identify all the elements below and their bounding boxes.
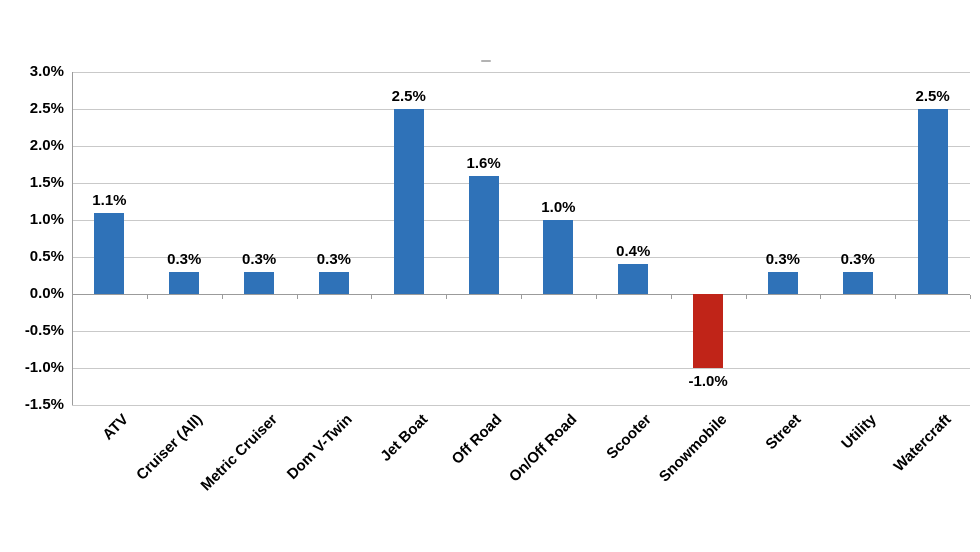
gridline bbox=[72, 294, 970, 295]
x-category-label: Scooter bbox=[603, 411, 656, 463]
x-category-label: ATV bbox=[98, 411, 132, 444]
y-axis-line bbox=[72, 72, 73, 405]
x-category-label: Off Road bbox=[448, 411, 506, 468]
y-tick-label: 2.5% bbox=[29, 100, 64, 117]
gridline bbox=[72, 146, 970, 147]
x-axis-tick bbox=[371, 295, 373, 299]
x-axis-tick bbox=[221, 295, 223, 299]
bar-snowmobile bbox=[693, 294, 724, 368]
y-tick-label: 1.0% bbox=[29, 211, 64, 228]
y-tick-label: 2.0% bbox=[29, 137, 64, 154]
gridline bbox=[72, 257, 970, 258]
bar-scooter bbox=[618, 264, 649, 294]
data-label: 0.3% bbox=[241, 250, 277, 268]
data-label: 2.5% bbox=[391, 88, 426, 105]
x-axis-tick bbox=[670, 295, 672, 299]
gridline bbox=[72, 331, 970, 332]
gridline bbox=[72, 72, 970, 73]
gridline bbox=[72, 368, 970, 369]
x-axis-tick bbox=[895, 295, 897, 299]
y-tick-label: 0.0% bbox=[29, 285, 64, 302]
x-category-label: Utility bbox=[838, 411, 880, 453]
data-label: 0.3% bbox=[167, 250, 202, 268]
gridline bbox=[72, 405, 970, 406]
gridline bbox=[72, 220, 970, 221]
x-category-label: Jet Boat bbox=[376, 411, 431, 465]
x-category-label: On/Off Road bbox=[505, 411, 581, 486]
y-tick-label: -1.5% bbox=[24, 396, 64, 413]
bar-street bbox=[767, 271, 798, 294]
x-axis-tick bbox=[970, 295, 971, 299]
x-category-label: Dom V-Twin bbox=[284, 411, 356, 483]
gridline bbox=[72, 109, 970, 110]
bar-metric-cruiser bbox=[244, 271, 275, 294]
bar-on-off-road bbox=[543, 220, 574, 294]
x-category-label: Street bbox=[762, 411, 805, 454]
plot-area bbox=[72, 72, 971, 406]
data-label: 0.4% bbox=[616, 243, 651, 261]
gridline bbox=[72, 183, 970, 184]
bar-off-road bbox=[468, 175, 499, 294]
x-axis-tick bbox=[820, 295, 822, 299]
data-label: -1.0% bbox=[688, 373, 728, 390]
x-category-label: Watercraft bbox=[890, 411, 955, 476]
data-label: 1.6% bbox=[466, 154, 501, 172]
y-tick-label: 3.0% bbox=[29, 63, 64, 80]
data-label: 1.1% bbox=[92, 191, 127, 209]
y-tick-label: -1.0% bbox=[24, 359, 64, 376]
bar-utility bbox=[842, 271, 873, 294]
legend-dash-artifact bbox=[481, 60, 491, 62]
bar-atv bbox=[94, 212, 125, 294]
x-axis-tick bbox=[146, 295, 148, 299]
data-label: 0.3% bbox=[765, 250, 801, 268]
y-tick-label: 0.5% bbox=[29, 248, 64, 265]
x-axis-tick bbox=[745, 295, 747, 299]
data-label: 2.5% bbox=[915, 88, 950, 105]
y-tick-label: 1.5% bbox=[29, 174, 64, 191]
x-axis-tick bbox=[446, 295, 448, 299]
bar-jet-boat bbox=[393, 109, 424, 294]
x-axis-tick bbox=[296, 295, 298, 299]
data-label: 0.3% bbox=[316, 250, 352, 268]
x-category-label: Metric Cruiser bbox=[197, 411, 282, 495]
x-category-label: Snowmobile bbox=[655, 411, 731, 486]
x-axis-tick bbox=[521, 295, 522, 299]
y-tick-label: -0.5% bbox=[24, 322, 64, 339]
bar-watercraft bbox=[917, 109, 948, 294]
data-label: 1.0% bbox=[541, 199, 576, 216]
data-label: 0.3% bbox=[840, 250, 875, 268]
x-axis-tick bbox=[595, 295, 597, 299]
bar-dom-v-twin bbox=[318, 271, 349, 294]
x-category-label: Cruiser (All) bbox=[133, 411, 207, 484]
bar-cruiser-all- bbox=[169, 271, 200, 294]
